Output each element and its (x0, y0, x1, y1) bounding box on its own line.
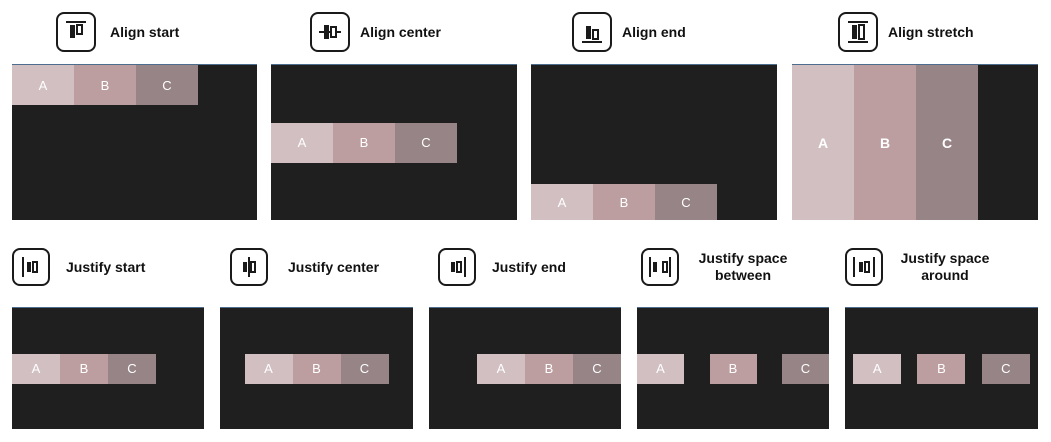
item-b: B (917, 353, 966, 384)
align-start-header: Align start (56, 12, 179, 52)
justify-center-icon (230, 248, 268, 286)
item-a: A (477, 353, 525, 384)
item-a: A (853, 353, 902, 384)
item-a: A (271, 122, 333, 163)
align-stretch-label: Align stretch (888, 23, 974, 40)
item-b: B (593, 184, 655, 220)
item-a: A (12, 65, 74, 105)
item-c: C (573, 353, 621, 384)
justify-space-around-icon (845, 248, 883, 286)
justify-space-around-header: Justify space around (845, 248, 995, 286)
justify-end-label: Justify end (492, 258, 566, 275)
justify-start-panel: A B C (12, 307, 204, 429)
justify-center-label: Justify center (288, 258, 380, 275)
item-a: A (12, 353, 60, 384)
align-end-icon (572, 12, 612, 52)
align-end-panel: A B C (531, 64, 777, 220)
justify-start-header: Justify start (12, 248, 145, 286)
item-c: C (395, 122, 457, 163)
justify-end-panel: A B C (429, 307, 621, 429)
item-a: A (531, 184, 593, 220)
justify-space-between-panel: A B C (637, 307, 829, 429)
justify-space-around-label: Justify space around (900, 250, 990, 283)
align-center-label: Align center (360, 23, 441, 40)
align-end-label: Align end (622, 23, 686, 40)
justify-center-header: Justify center (230, 248, 379, 286)
item-b: B (292, 353, 341, 384)
align-center-panel: A B C (271, 64, 517, 220)
item-b: B (60, 353, 108, 384)
align-stretch-header: Align stretch (838, 12, 974, 52)
item-c: C (782, 353, 829, 384)
justify-start-icon (12, 248, 50, 286)
justify-end-icon (438, 248, 476, 286)
item-c: C (981, 353, 1030, 384)
justify-space-around-panel: A B C (845, 307, 1038, 429)
align-stretch-icon (838, 12, 878, 52)
item-c: C (136, 65, 198, 105)
justify-center-panel: A B C (220, 307, 413, 429)
item-b: B (333, 122, 395, 163)
align-center-header: Align center (310, 12, 441, 52)
item-c: C (340, 353, 389, 384)
align-start-panel: A B C (12, 64, 257, 220)
item-b: B (709, 353, 757, 384)
item-c: C (655, 184, 717, 220)
item-a: A (637, 353, 684, 384)
item-a: A (792, 65, 854, 220)
justify-space-between-label: Justify space between (698, 250, 788, 283)
item-c: C (108, 353, 156, 384)
align-start-label: Align start (110, 23, 180, 40)
item-b: B (74, 65, 136, 105)
align-center-icon (310, 12, 350, 52)
align-end-header: Align end (572, 12, 686, 52)
justify-space-between-header: Justify space between (641, 248, 793, 286)
item-b: B (854, 65, 916, 220)
align-stretch-panel: A B C (792, 64, 1038, 220)
justify-start-label: Justify start (66, 258, 146, 275)
item-a: A (244, 353, 293, 384)
item-b: B (525, 353, 573, 384)
justify-space-between-icon (641, 248, 679, 286)
item-c: C (916, 65, 978, 220)
align-start-icon (56, 12, 96, 52)
justify-end-header: Justify end (438, 248, 566, 286)
